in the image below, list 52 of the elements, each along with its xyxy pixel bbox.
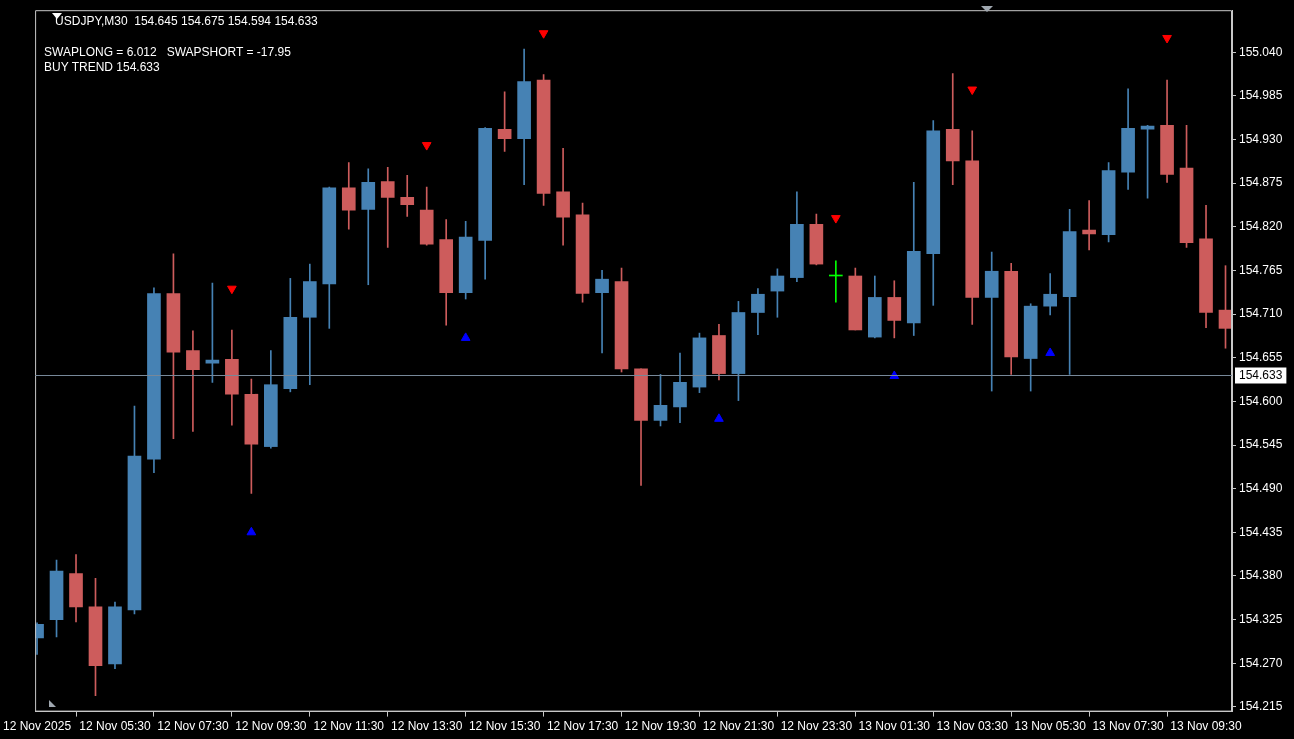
y-tick-label: 154.600 — [1239, 393, 1283, 408]
point — [831, 215, 841, 224]
x-tick-label: 12 Nov 21:30 — [702, 719, 775, 734]
x-tick-label: 13 Nov 01:30 — [858, 719, 931, 734]
point — [246, 526, 257, 536]
y-tick-label: 154.325 — [1239, 611, 1283, 626]
y-tick-label: 154.930 — [1239, 131, 1283, 146]
y-tick-label: 154.380 — [1239, 568, 1283, 583]
y-tick-label: 155.040 — [1239, 44, 1283, 59]
ref-line-label: 154.633 — [1239, 367, 1283, 382]
y-tick-label: 154.490 — [1239, 480, 1283, 495]
point — [538, 30, 549, 39]
point — [460, 332, 471, 341]
x-tick-label: 12 Nov 17:30 — [546, 719, 619, 734]
y-tick-label: 154.820 — [1239, 219, 1283, 234]
y-tick-label: 154.985 — [1239, 88, 1283, 103]
x-tick-label: 12 Nov 09:30 — [235, 719, 307, 734]
y-tick-label: 154.215 — [1239, 699, 1283, 714]
x-tick-label: 12 Nov 23:30 — [780, 719, 853, 734]
candlestick — [361, 168, 376, 286]
x-tick-label: 12 Nov 05:30 — [79, 719, 151, 734]
x-tick-label: 13 Nov 03:30 — [936, 719, 1009, 734]
point — [227, 285, 237, 295]
y-tick-label: 154.875 — [1239, 175, 1283, 190]
candlestick — [380, 166, 395, 248]
point — [421, 142, 432, 151]
y-tick-label: 154.710 — [1239, 306, 1283, 321]
point — [1162, 34, 1172, 44]
x-tick-label: 12 Nov 11:30 — [313, 719, 385, 734]
x-tick-label: 12 Nov 13:30 — [391, 719, 463, 734]
annotation: SWAPLONG = 6.012 SWAPSHORT = -17.95 — [44, 44, 292, 59]
y-tick-label: 154.435 — [1239, 524, 1283, 539]
x-tick-label: 12 Nov 07:30 — [157, 719, 229, 734]
x-tick-label: 13 Nov 09:30 — [1170, 719, 1243, 734]
candlestick — [186, 330, 200, 432]
y-tick-label: 154.655 — [1239, 350, 1283, 365]
x-tick-label: 12 Nov 2025 — [3, 719, 72, 734]
y-tick-label: 154.545 — [1239, 437, 1283, 452]
x-tick-label: 13 Nov 05:30 — [1014, 719, 1087, 734]
candlestick — [400, 174, 415, 217]
y-tick-label: 154.270 — [1239, 655, 1283, 670]
candlestick — [595, 270, 609, 354]
chart-title: USDJPY,M30 154.645 154.675 154.594 154.633 — [55, 13, 319, 28]
annotation: BUY TREND 154.633 — [44, 59, 161, 74]
point — [1045, 347, 1055, 356]
point — [714, 413, 724, 422]
point — [967, 86, 978, 96]
x-tick-label: 12 Nov 19:30 — [624, 719, 697, 734]
x-tick-label: 12 Nov 15:30 — [468, 719, 541, 734]
y-tick-label: 154.765 — [1239, 262, 1283, 277]
x-tick-label: 13 Nov 07:30 — [1092, 719, 1165, 734]
candlestick — [984, 251, 999, 392]
